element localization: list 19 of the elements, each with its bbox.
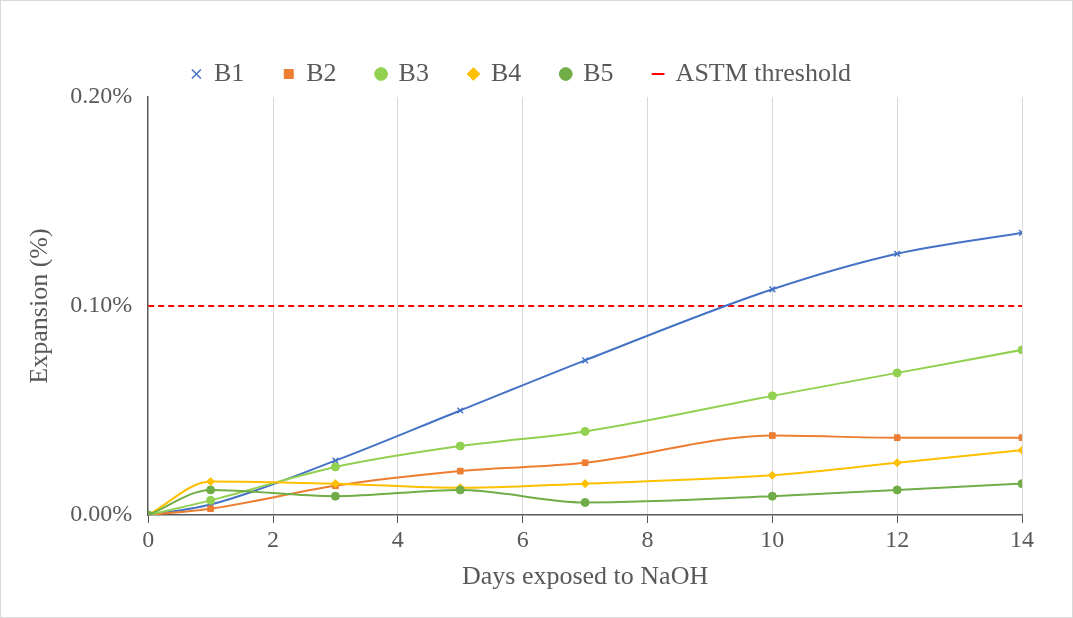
legend-label: B2 (306, 57, 337, 87)
x-tick-label: 0 (142, 525, 155, 552)
legend-label: B4 (490, 57, 522, 87)
y-tick-label: 0.00% (70, 500, 133, 527)
legend-label: B5 (583, 57, 614, 87)
y-tick-label: 0.10% (70, 291, 133, 318)
x-tick-label: 4 (391, 525, 404, 552)
x-tick-label: 14 (1010, 525, 1034, 552)
legend-label: B1 (213, 57, 245, 87)
x-tick-label: 12 (885, 525, 910, 552)
x-tick-label: 6 (516, 525, 529, 552)
y-tick-label: 0.20% (70, 82, 133, 109)
y-axis-title: Expansion (%) (24, 228, 54, 384)
legend-label: B3 (398, 57, 429, 87)
x-tick-label: 2 (267, 525, 280, 552)
x-axis-title: Days exposed to NaOH (461, 561, 709, 591)
x-tick-label: 8 (641, 525, 654, 552)
legend-label: ASTM threshold (675, 57, 852, 87)
x-tick-label: 10 (760, 525, 785, 552)
